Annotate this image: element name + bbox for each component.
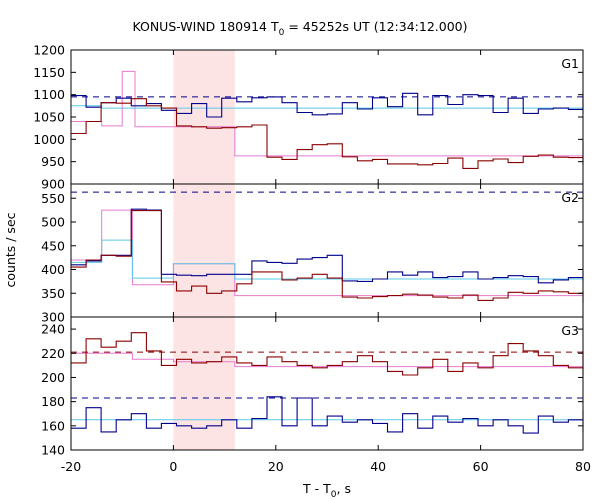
y-tick-label: 200 xyxy=(41,370,65,385)
y-tick-label: 140 xyxy=(41,443,65,458)
chart-title-subscript: 0 xyxy=(279,28,285,38)
fit-line xyxy=(71,70,583,157)
step-series-line xyxy=(71,208,584,284)
y-tick-label: 220 xyxy=(41,346,65,361)
x-axis-label-part: , s xyxy=(337,481,351,496)
x-axis-label: T - T0, s xyxy=(302,481,351,500)
fit-line xyxy=(71,239,583,280)
shaded-interval xyxy=(173,184,235,317)
x-tick-label: 0 xyxy=(169,459,177,474)
panel-frames-layer xyxy=(70,49,584,451)
fit-line xyxy=(71,209,583,297)
x-tick-label: 20 xyxy=(268,459,284,474)
y-tick-label: 900 xyxy=(41,177,65,192)
x-axis-label-subscript: 0 xyxy=(331,490,337,500)
panel-frame xyxy=(70,316,584,451)
step-series-line xyxy=(71,332,584,376)
y-axis-label: counts / sec xyxy=(3,212,18,287)
x-tick-label: 80 xyxy=(575,459,591,474)
series-layer xyxy=(71,92,584,434)
y-tick-label: 240 xyxy=(41,322,65,337)
y-tick-label: 1200 xyxy=(33,43,65,58)
y-tick-label: 300 xyxy=(41,310,65,325)
y-tick-label: 160 xyxy=(41,418,65,433)
chart-title: KONUS-WIND 180914 T0 = 45252s UT (12:34:… xyxy=(132,19,467,38)
x-tick-label: -20 xyxy=(61,459,81,474)
shaded-interval-layer xyxy=(173,50,235,450)
chart-title-part: = 45252s UT (12:34:12.000) xyxy=(284,19,467,34)
step-series-line xyxy=(71,396,584,434)
y-tick-label: 400 xyxy=(41,262,65,277)
shaded-interval xyxy=(173,50,235,184)
y-tick-label: 450 xyxy=(41,238,65,253)
y-tick-label: 550 xyxy=(41,191,65,206)
step-series-line xyxy=(71,98,584,169)
y-tick-label: 500 xyxy=(41,215,65,230)
panel-frame xyxy=(70,49,584,185)
x-tick-label: 40 xyxy=(370,459,386,474)
text-layer: KONUS-WIND 180914 T0 = 45252s UT (12:34:… xyxy=(3,19,591,500)
y-tick-label: 950 xyxy=(41,154,65,169)
y-tick-label: 350 xyxy=(41,286,65,301)
y-tick-label: 1000 xyxy=(33,132,65,147)
x-tick-label: 60 xyxy=(473,459,489,474)
panel-label: G2 xyxy=(561,190,579,205)
y-tick-label: 1150 xyxy=(33,65,65,80)
panel-label: G1 xyxy=(561,56,579,71)
panel-frame xyxy=(70,183,584,318)
x-axis-label-part: T - T xyxy=(302,481,331,496)
shaded-interval xyxy=(173,317,235,450)
y-tick-label: 1100 xyxy=(33,87,65,102)
y-tick-label: 180 xyxy=(41,394,65,409)
chart-title-part: KONUS-WIND 180914 T xyxy=(132,19,278,34)
y-tick-label: 1050 xyxy=(33,110,65,125)
fit-line xyxy=(71,352,583,368)
dashed-levels-layer xyxy=(71,96,583,399)
panel-label: G3 xyxy=(561,323,579,338)
